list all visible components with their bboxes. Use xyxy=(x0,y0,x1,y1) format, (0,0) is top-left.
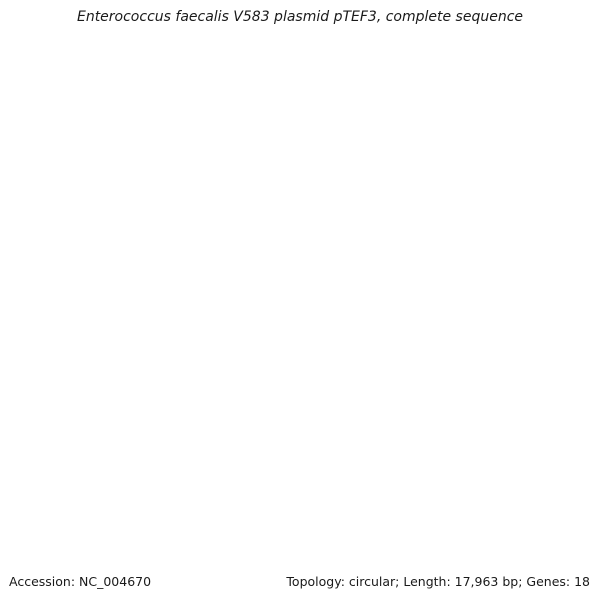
accession-label: Accession: NC_004670 xyxy=(9,574,152,589)
map-title: Enterococcus faecalis V583 plasmid pTEF3… xyxy=(76,9,524,25)
topology-summary: Topology: circular; Length: 17,963 bp; G… xyxy=(286,574,590,589)
